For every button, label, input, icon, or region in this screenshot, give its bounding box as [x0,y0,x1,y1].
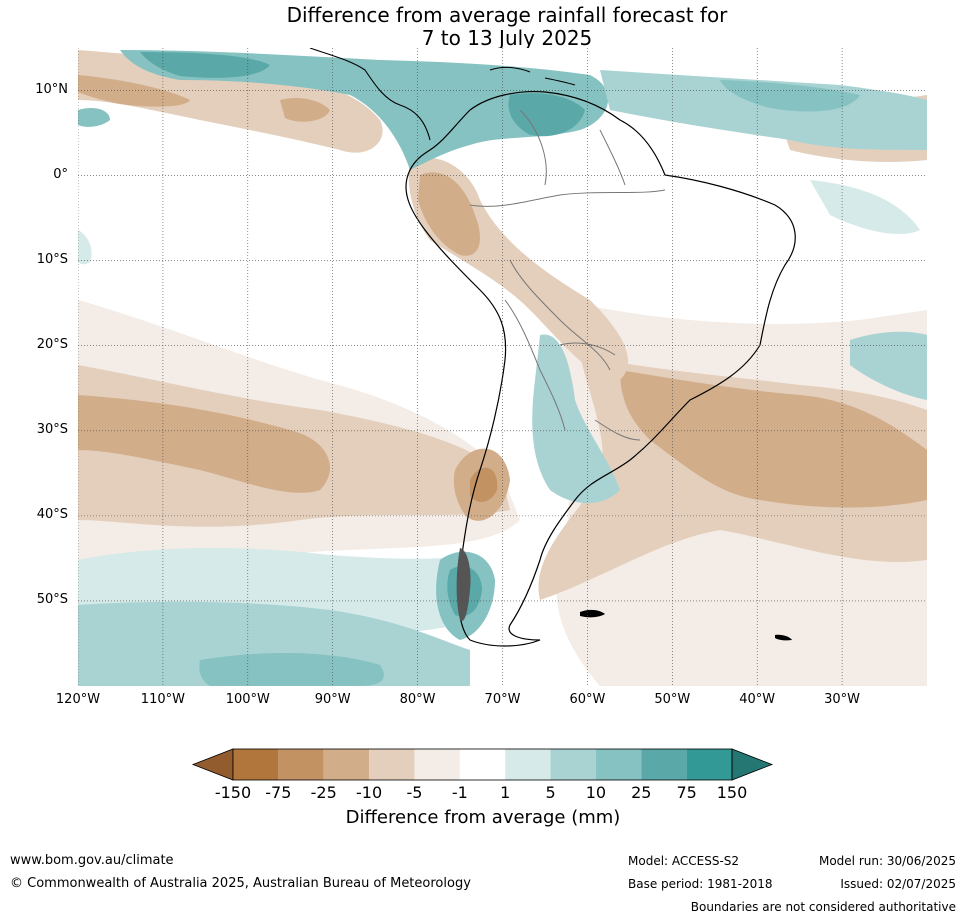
footer-website: www.bom.gov.au/climate [10,853,174,868]
longitude-label: 100°W [225,692,270,707]
wet-region-venezuela [508,93,585,137]
wet-region-west-pacific-edge [78,230,92,265]
dry-region-chile-core [470,467,498,502]
wet-region-atlantic-tropical-core [720,80,860,112]
wet-region-atlantic-tropical [600,70,927,150]
colorbar-tick-label: -25 [310,783,337,802]
longitude-label: 90°W [314,692,351,707]
colorbar [191,748,774,781]
colorbar-arrow-low [191,748,234,781]
colorbar-cell [323,749,370,780]
longitude-label: 110°W [140,692,185,707]
footer-base-period: Base period: 1981-2018 [628,877,773,891]
colorbar-cell [595,749,642,780]
dry-region-south-atlantic-core [620,370,927,508]
colorbar-tick-label: 5 [545,783,556,802]
latitude-label: 10°N [35,81,68,97]
footer-issued: Issued: 02/07/2025 [840,877,956,891]
country-boundaries [469,109,666,441]
south-georgia [775,634,792,641]
wet-region-southern-ocean-core [199,653,384,686]
colorbar-cell [459,749,506,780]
central-america-outline [309,48,431,141]
footer-model-run: Model run: 30/06/2025 [818,854,956,868]
grid-lines [78,48,927,686]
colorbar-cell [505,749,551,780]
title-line-2: 7 to 13 July 2025 [421,26,593,50]
longitude-label: 80°W [399,692,436,707]
colorbar-cell [369,749,415,780]
falkland-islands [580,609,605,618]
latitude-label: 10°S [36,251,68,267]
latitude-label: 40°S [36,506,68,522]
longitude-label: 70°W [484,692,521,707]
title-line-1: Difference from average rainfall forecas… [286,3,728,27]
wet-region-caribbean [120,50,609,170]
colorbar-cell [641,749,687,780]
colorbar-frame [232,748,733,781]
footer-copyright: © Commonwealth of Australia 2025, Austra… [10,876,471,891]
wet-region-east-atlantic [810,180,920,235]
dry-region-south-pacific-core [78,395,330,493]
wet-region-north-pacific-small [78,108,110,127]
longitude-label: 60°W [569,692,606,707]
latitude-label: 50°S [36,591,68,607]
footer-model: Model: ACCESS-S2 [628,854,740,868]
colorbar-tick-label: -1 [451,783,468,802]
longitude-label: 50°W [654,692,691,707]
latitude-label: 20°S [36,336,68,352]
dry-region-amazon-west-core [418,172,480,256]
colorbar-tick-label: 150 [716,783,748,802]
colorbar-cell [278,749,324,780]
colorbar-tick-label: 25 [631,783,652,802]
caribbean-islands [489,66,576,86]
legend-title: Difference from average (mm) [345,807,621,828]
colorbar-arrow-high [731,748,774,781]
colorbar-tick-label: -150 [214,783,252,802]
rainfall-map [78,48,927,686]
colorbar-tick-label: 1 [500,783,511,802]
colorbar-tick-label: -75 [265,783,292,802]
colorbar-tick-label: -5 [406,783,423,802]
colorbar-cell [550,749,596,780]
longitude-label: 40°W [739,692,776,707]
latitude-label: 0° [53,166,68,182]
dry-region-north-pacific [78,50,383,153]
chart-title: Difference from average rainfall forecas… [0,4,965,50]
colorbar-tick-label: 75 [676,783,697,802]
latitude-label: 30°S [36,421,68,437]
longitude-label: 120°W [55,692,101,707]
colorbar-cell [233,749,279,780]
footer-disclaimer: Boundaries are not considered authoritat… [690,900,956,914]
wet-region-caribbean-core [140,52,270,78]
dry-region-north-pacific-2 [280,98,330,122]
colorbar-cell [414,749,460,780]
wet-region-south-atlantic-small [532,334,620,504]
longitude-label: 30°W [824,692,861,707]
chile-archipelago [456,548,471,621]
south-america-outline [405,90,796,647]
wet-region-east-atlantic-2 [850,331,927,400]
colorbar-tick-label: -10 [356,783,383,802]
dry-region-north-pacific-core [78,75,190,107]
colorbar-tick-label: 10 [585,783,607,802]
colorbar-cell [686,749,732,780]
